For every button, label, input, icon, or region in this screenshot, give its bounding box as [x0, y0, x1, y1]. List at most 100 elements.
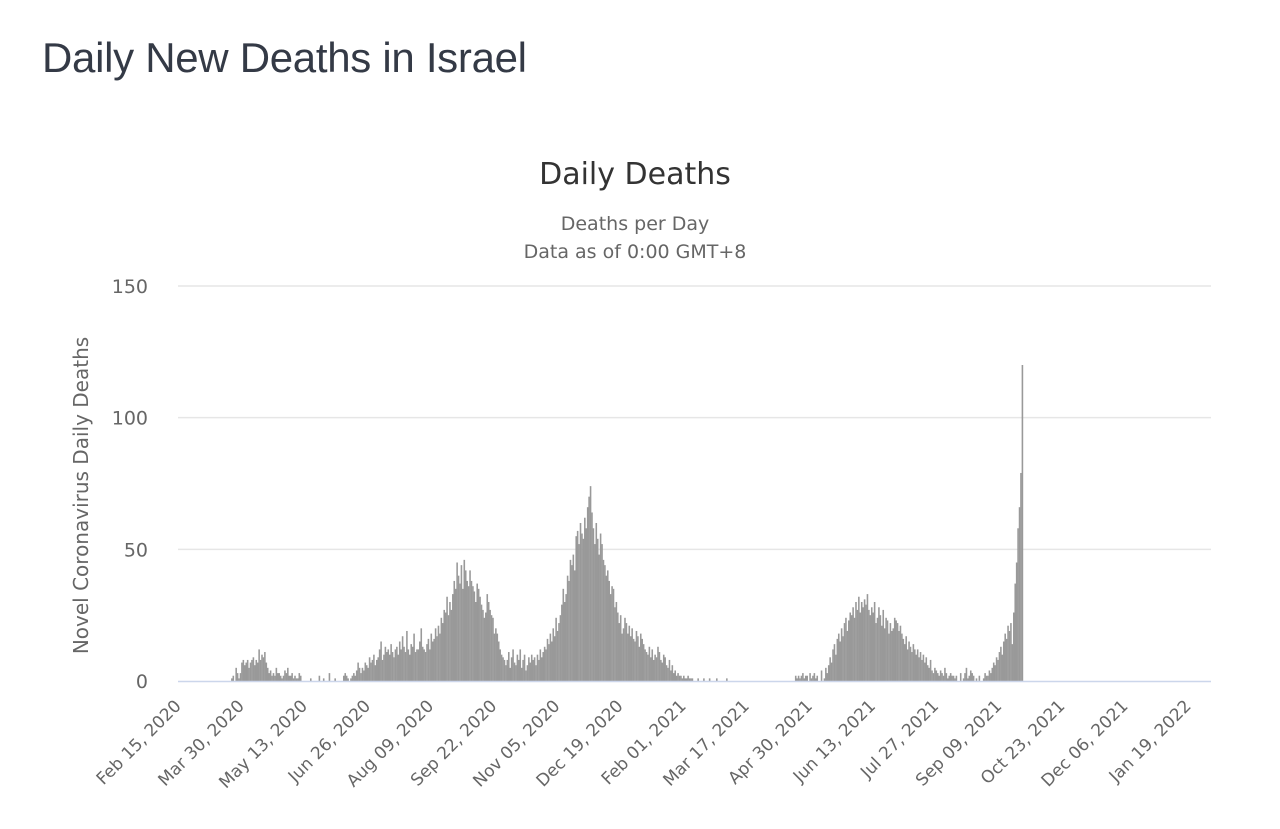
bar	[606, 570, 609, 681]
bar	[289, 675, 292, 681]
bar	[288, 675, 291, 681]
bar	[582, 538, 585, 681]
bar	[594, 544, 596, 681]
bar	[259, 659, 262, 681]
bar	[256, 662, 259, 681]
bar	[833, 644, 836, 681]
bar	[467, 586, 470, 681]
bar	[575, 536, 577, 681]
bar	[883, 628, 886, 681]
bar	[599, 533, 602, 681]
bar	[449, 602, 451, 681]
bar	[429, 649, 431, 681]
bar	[241, 662, 243, 681]
bar	[598, 554, 600, 681]
bar	[556, 630, 559, 681]
bar	[820, 670, 823, 681]
bar	[965, 667, 968, 681]
bar	[486, 594, 489, 681]
bar	[595, 523, 598, 681]
bar	[667, 667, 669, 681]
bar	[592, 528, 595, 681]
bar	[849, 612, 852, 681]
bar	[381, 659, 384, 681]
bar	[855, 602, 857, 681]
bar	[502, 657, 504, 681]
bar	[357, 662, 359, 681]
bar	[279, 675, 282, 681]
bar	[530, 654, 533, 681]
bar	[443, 609, 445, 681]
bar	[612, 588, 615, 681]
bar	[318, 675, 321, 681]
bar	[840, 628, 843, 681]
bar	[503, 659, 506, 681]
bar	[238, 678, 240, 681]
bar	[677, 673, 679, 681]
bar	[866, 594, 869, 681]
bar	[309, 678, 312, 681]
bar	[639, 633, 642, 681]
bar	[497, 641, 500, 681]
bar	[421, 646, 424, 681]
bar	[839, 641, 841, 681]
bar	[401, 636, 404, 681]
bar	[265, 662, 268, 681]
bar	[515, 665, 517, 681]
bar	[565, 594, 567, 681]
bar	[1004, 633, 1006, 681]
bar	[507, 652, 510, 681]
bar	[799, 678, 801, 681]
bar	[361, 667, 364, 681]
bar	[951, 675, 953, 681]
bar	[876, 617, 879, 681]
bar	[826, 673, 829, 681]
bar	[716, 678, 718, 681]
bar	[254, 665, 256, 681]
bar	[266, 667, 269, 681]
bar	[652, 659, 655, 681]
bar	[246, 659, 249, 681]
bar	[916, 649, 919, 681]
bar	[935, 670, 938, 681]
bar	[351, 675, 354, 681]
bar	[601, 544, 603, 681]
bar	[440, 617, 443, 681]
bar	[868, 609, 870, 681]
bar	[905, 636, 907, 681]
bar	[697, 678, 699, 681]
bar	[568, 580, 570, 681]
bar	[614, 607, 616, 681]
bar	[298, 673, 301, 681]
bar	[895, 620, 897, 681]
bar	[358, 667, 361, 681]
bar	[525, 670, 527, 681]
bar	[992, 662, 995, 681]
bar	[373, 654, 375, 681]
bar	[584, 517, 586, 681]
bar	[875, 623, 877, 681]
bar	[1013, 612, 1015, 681]
bar	[485, 612, 487, 681]
bar	[794, 675, 797, 681]
bar	[825, 667, 827, 681]
bar	[688, 678, 691, 681]
bar	[988, 670, 991, 681]
bar	[947, 678, 949, 681]
bar	[436, 636, 438, 681]
bar	[390, 644, 392, 681]
bar	[365, 665, 368, 681]
bar	[674, 670, 676, 681]
bar	[454, 588, 457, 681]
bar	[865, 604, 867, 681]
bar	[975, 678, 978, 681]
bar	[618, 623, 621, 681]
bar	[909, 646, 912, 681]
bar	[1014, 583, 1017, 681]
bar	[492, 617, 494, 681]
bar	[672, 673, 675, 681]
bar	[368, 657, 371, 681]
bar	[420, 628, 423, 681]
bar-series	[231, 365, 1024, 681]
bar	[802, 673, 804, 681]
